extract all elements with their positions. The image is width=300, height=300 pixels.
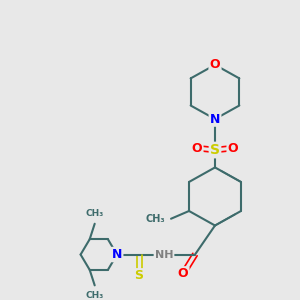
Text: O: O (228, 142, 238, 154)
Text: O: O (178, 267, 188, 280)
Text: CH₃: CH₃ (85, 209, 104, 218)
Text: CH₃: CH₃ (85, 291, 104, 300)
Text: CH₃: CH₃ (146, 214, 165, 224)
Text: NH: NH (155, 250, 173, 260)
Text: N: N (210, 112, 220, 125)
Text: O: O (210, 58, 220, 71)
Text: S: S (134, 269, 143, 282)
Text: O: O (192, 142, 202, 154)
Text: N: N (112, 248, 122, 261)
Text: S: S (210, 143, 220, 157)
